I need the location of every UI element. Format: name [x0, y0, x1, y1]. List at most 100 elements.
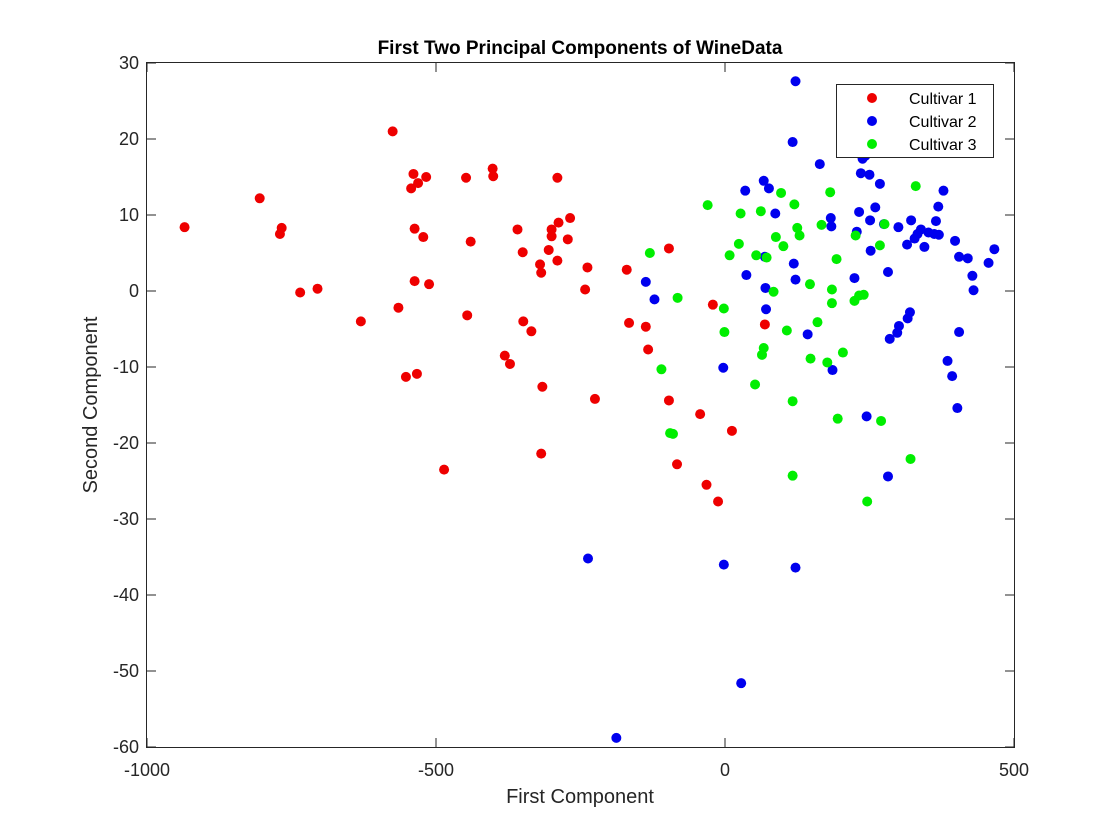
data-point-cultivar-2 — [760, 282, 771, 293]
data-point-cultivar-1 — [580, 284, 591, 295]
data-point-cultivar-2 — [933, 229, 944, 240]
data-point-cultivar-2 — [761, 304, 772, 315]
legend-label-cultivar-1: Cultivar 1 — [909, 91, 977, 108]
data-point-cultivar-1 — [276, 222, 287, 233]
data-point-cultivar-3 — [751, 250, 762, 261]
data-point-cultivar-2 — [968, 285, 979, 296]
data-point-cultivar-2 — [826, 221, 837, 232]
data-point-cultivar-2 — [802, 329, 813, 340]
data-point-cultivar-3 — [776, 187, 787, 198]
y-tick-label: -60 — [113, 737, 139, 757]
data-point-cultivar-3 — [733, 238, 744, 249]
data-point-cultivar-2 — [870, 202, 881, 213]
data-point-cultivar-1 — [488, 171, 499, 182]
data-point-cultivar-1 — [424, 279, 435, 290]
data-point-cultivar-3 — [910, 181, 921, 192]
legend: Cultivar 1 Cultivar 2 Cultivar 3 — [836, 84, 994, 158]
data-point-cultivar-3 — [672, 292, 683, 303]
data-point-cultivar-2 — [915, 224, 926, 235]
data-point-cultivar-1 — [695, 409, 706, 420]
data-point-cultivar-1 — [536, 448, 547, 459]
data-point-cultivar-1 — [546, 231, 557, 242]
data-point-cultivar-2 — [718, 362, 729, 373]
data-point-cultivar-1 — [707, 299, 718, 310]
data-point-cultivar-1 — [640, 321, 651, 332]
data-point-cultivar-3 — [656, 364, 667, 375]
data-point-cultivar-3 — [792, 222, 803, 233]
data-point-cultivar-1 — [413, 178, 424, 189]
data-point-cultivar-2 — [718, 559, 729, 570]
data-point-cultivar-3 — [768, 286, 779, 297]
data-point-cultivar-1 — [393, 302, 404, 313]
y-tick-label: -50 — [113, 661, 139, 681]
data-point-cultivar-2 — [942, 355, 953, 366]
data-point-cultivar-1 — [487, 163, 498, 174]
data-point-cultivar-1 — [295, 287, 306, 298]
legend-box — [836, 84, 994, 158]
y-tick-label: -10 — [113, 357, 139, 377]
data-point-cultivar-3 — [826, 284, 837, 295]
data-point-cultivar-2 — [640, 276, 651, 287]
data-point-cultivar-3 — [862, 496, 873, 507]
data-point-cultivar-2 — [814, 159, 825, 170]
data-point-cultivar-1 — [552, 255, 563, 266]
data-point-cultivar-3 — [825, 187, 836, 198]
x-axis-label: First Component — [506, 786, 654, 808]
data-point-cultivar-3 — [770, 232, 781, 243]
data-point-cultivar-1 — [565, 213, 576, 224]
data-point-cultivar-2 — [950, 235, 961, 246]
data-point-cultivar-1 — [409, 276, 420, 287]
y-tick-label: -20 — [113, 433, 139, 453]
data-point-cultivar-2 — [865, 215, 876, 226]
data-point-cultivar-3 — [758, 343, 769, 353]
data-point-cultivar-1 — [406, 183, 417, 194]
data-point-cultivar-3 — [831, 254, 842, 265]
data-point-cultivar-3 — [787, 470, 798, 481]
data-point-cultivar-3 — [812, 317, 823, 328]
data-point-cultivar-2 — [906, 215, 917, 226]
data-point-cultivar-2 — [938, 185, 949, 196]
data-point-cultivar-3 — [644, 248, 655, 258]
data-point-cultivar-2 — [882, 471, 893, 482]
data-point-cultivar-2 — [788, 258, 799, 269]
data-point-cultivar-1 — [517, 247, 528, 258]
data-point-cultivar-2 — [827, 365, 838, 376]
data-point-cultivar-1 — [713, 496, 724, 507]
series-cultivar-3 — [644, 181, 921, 507]
legend-label-cultivar-3: Cultivar 3 — [909, 137, 977, 154]
data-point-cultivar-1 — [512, 224, 523, 235]
data-point-cultivar-1 — [355, 316, 366, 327]
data-point-cultivar-2 — [741, 270, 752, 281]
data-point-cultivar-1 — [546, 224, 557, 235]
y-axis-label: Second Component — [80, 316, 102, 493]
data-point-cultivar-3 — [761, 252, 772, 263]
data-point-cultivar-2 — [874, 178, 885, 189]
data-point-cultivar-1 — [562, 234, 573, 245]
data-point-cultivar-1 — [582, 262, 593, 273]
data-point-cultivar-1 — [465, 236, 476, 247]
data-point-cultivar-3 — [667, 428, 678, 439]
data-point-cultivar-1 — [535, 259, 546, 270]
data-point-cultivar-2 — [930, 216, 941, 227]
data-point-cultivar-1 — [439, 464, 450, 475]
data-point-cultivar-2 — [893, 222, 904, 233]
data-point-cultivar-1 — [643, 344, 654, 355]
data-point-cultivar-1 — [537, 381, 548, 392]
data-point-cultivar-1 — [543, 244, 554, 255]
data-point-cultivar-1 — [418, 232, 429, 243]
data-point-cultivar-3 — [735, 208, 746, 219]
data-point-cultivar-3 — [805, 353, 816, 364]
legend-marker-cultivar-3 — [867, 139, 877, 149]
data-point-cultivar-3 — [832, 413, 843, 424]
data-point-cultivar-3 — [787, 396, 798, 407]
data-point-cultivar-3 — [718, 303, 729, 314]
data-point-cultivar-2 — [893, 320, 904, 331]
data-point-cultivar-3 — [879, 219, 890, 230]
data-point-cultivar-3 — [826, 298, 837, 309]
data-point-cultivar-3 — [755, 206, 766, 217]
data-point-cultivar-3 — [724, 250, 735, 261]
x-tick-label: 0 — [720, 760, 730, 780]
data-point-cultivar-1 — [400, 371, 411, 382]
legend-marker-cultivar-2 — [867, 116, 877, 126]
data-point-cultivar-2 — [902, 239, 913, 250]
